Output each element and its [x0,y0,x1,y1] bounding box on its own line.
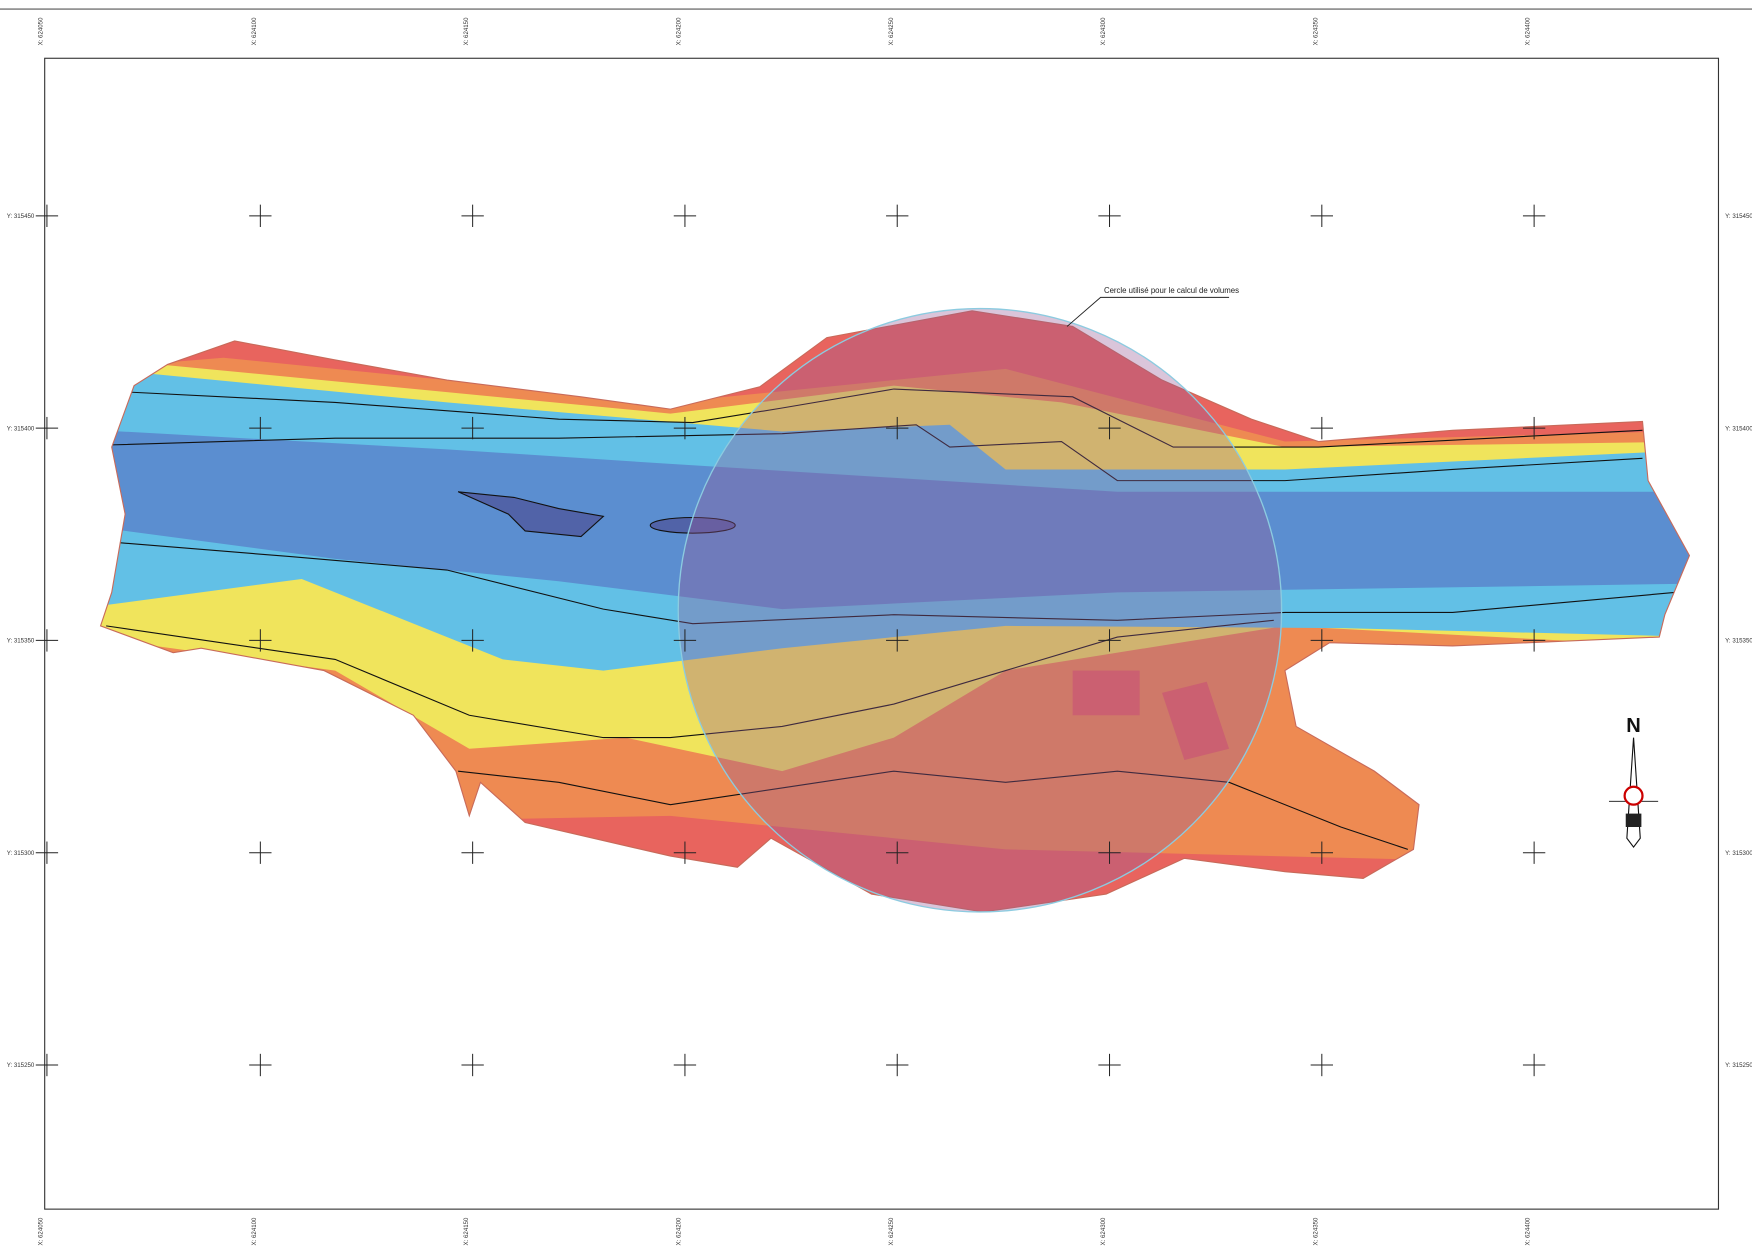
y-grid-label: Y: 315450 [1725,213,1752,220]
x-grid-label: X: 624150 [463,1217,470,1246]
x-grid-label: X: 624350 [1312,17,1319,46]
y-grid-label: Y: 315300 [1725,850,1752,857]
y-grid-label: Y: 315400 [1725,425,1752,432]
x-grid-label: X: 624400 [1525,1217,1532,1246]
x-grid-label: X: 624250 [888,17,895,46]
y-grid-label: Y: 315350 [1725,638,1752,645]
north-arrow-rose [1625,787,1643,805]
x-grid-label: X: 624050 [37,1217,44,1246]
x-grid-label: X: 624050 [37,17,44,46]
annotation: Cercle utilisé pour le calcul de volumes [1104,286,1239,295]
x-grid-label: X: 624200 [675,17,682,46]
x-grid-label: X: 624100 [251,17,258,46]
x-grid-label: X: 624300 [1100,17,1107,46]
y-grid-label: Y: 315250 [7,1062,35,1069]
x-grid-label: X: 624300 [1100,1217,1107,1246]
y-grid-label: Y: 315350 [7,638,35,645]
x-grid-label: X: 624150 [463,17,470,46]
x-grid-label: X: 624100 [251,1217,258,1246]
y-grid-label: Y: 315300 [7,850,35,857]
y-grid-label: Y: 315250 [1725,1062,1752,1069]
north-label: N [1626,715,1641,737]
x-grid-label: X: 624250 [888,1217,895,1246]
volume-circle [678,309,1281,912]
y-grid-label: Y: 315400 [7,425,35,432]
x-grid-label: X: 624400 [1525,17,1532,46]
x-grid-label: X: 624200 [675,1217,682,1246]
page: Cercle utilisé pour le calcul de volumes… [0,0,1752,1254]
map: Cercle utilisé pour le calcul de volumes… [0,0,1752,1254]
north-arrow-base [1626,814,1642,827]
x-grid-label: X: 624350 [1312,1217,1319,1246]
y-grid-label: Y: 315450 [7,213,35,220]
